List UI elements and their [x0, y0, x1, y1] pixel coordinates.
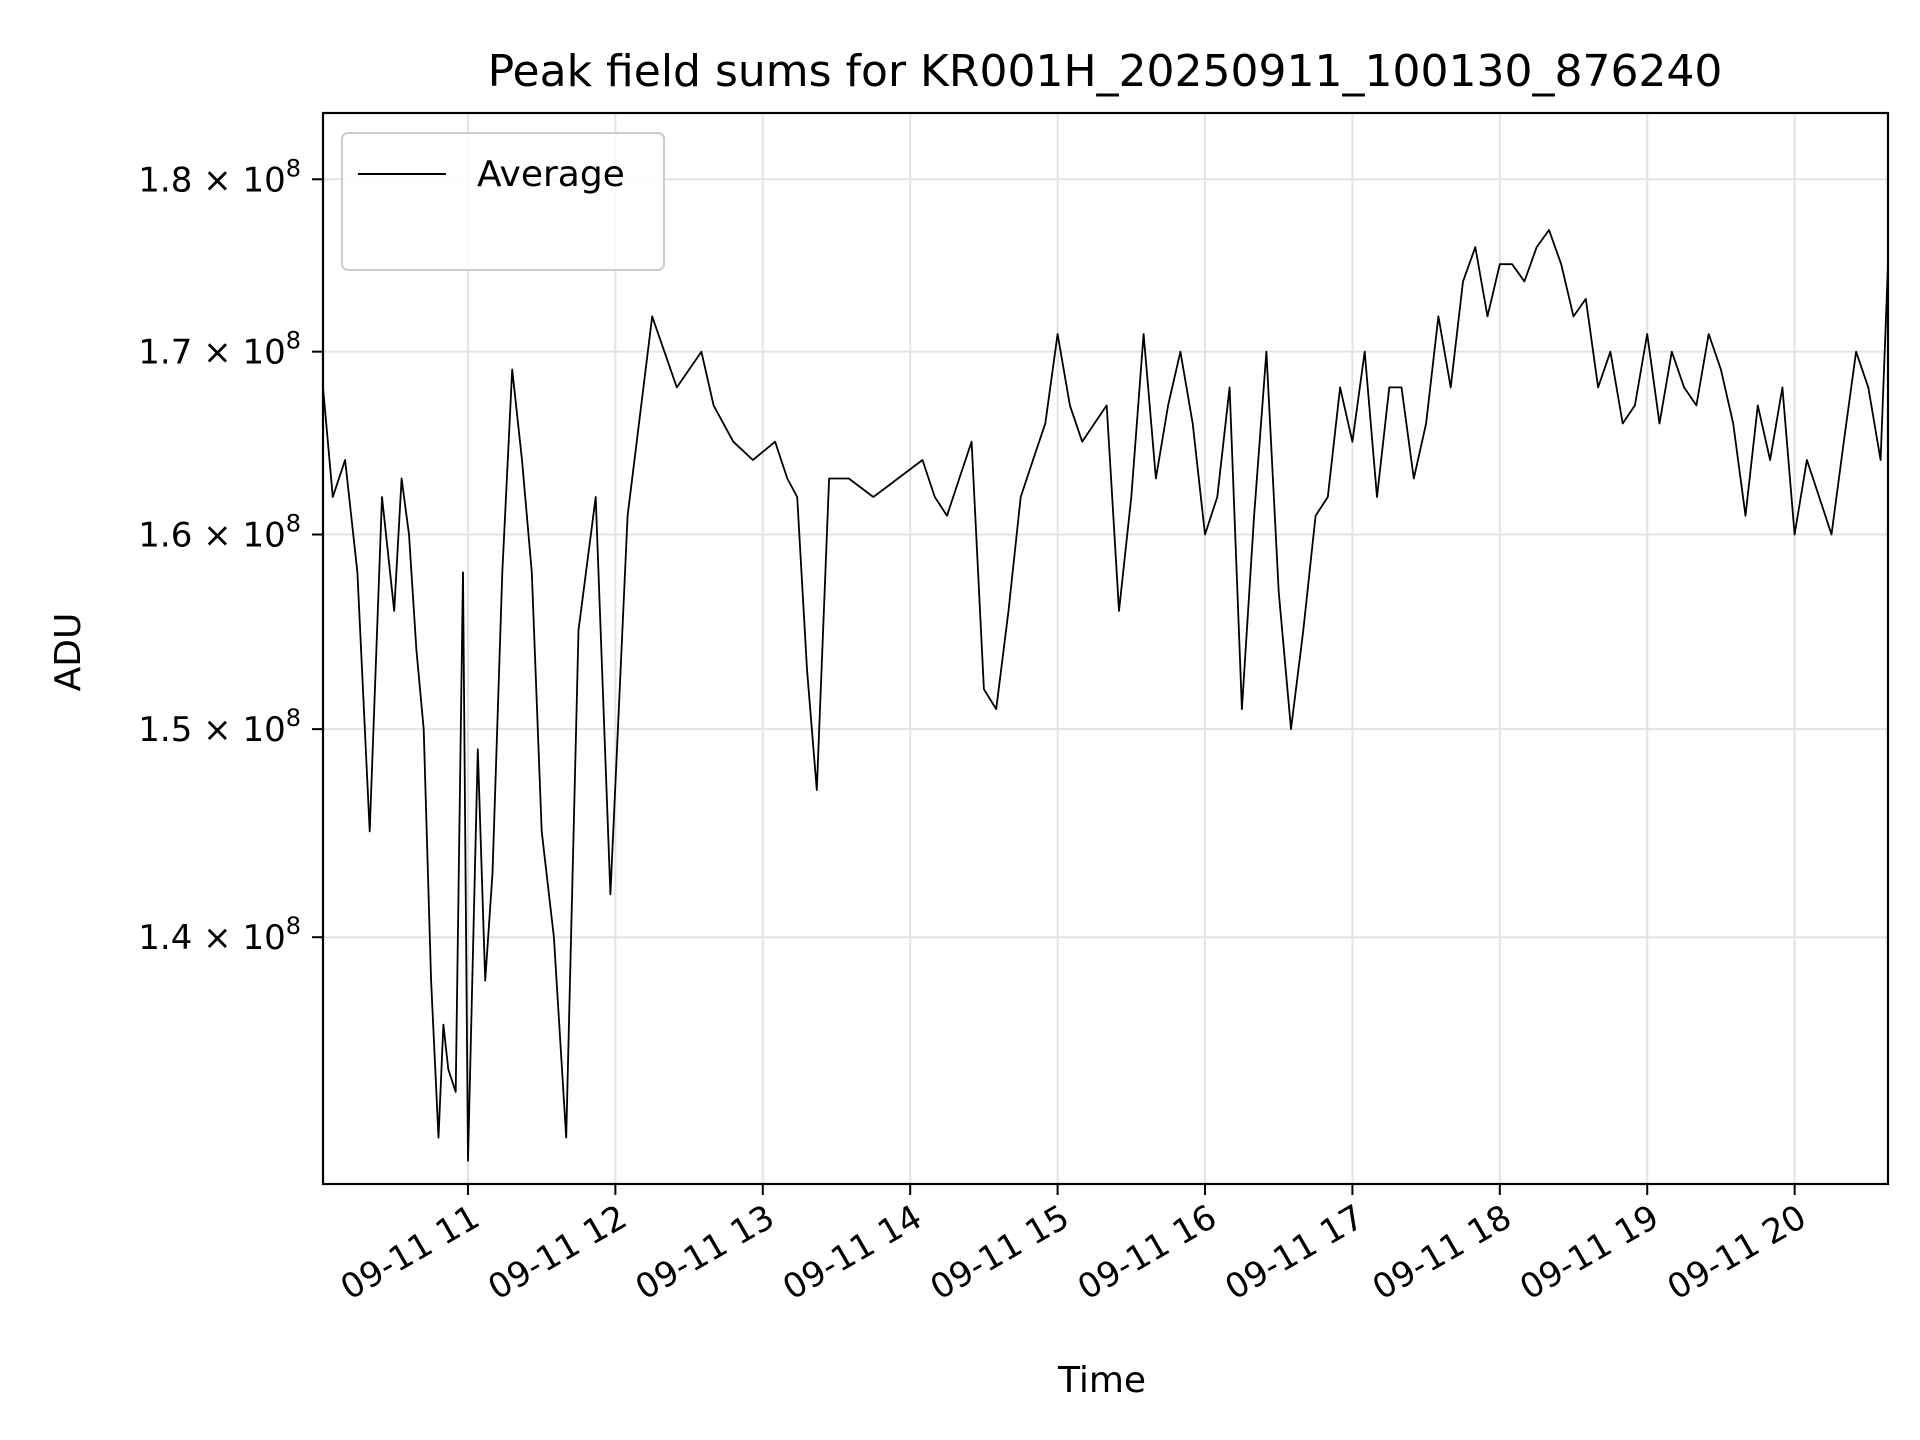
plot-background — [323, 113, 1888, 1184]
y-tick-times: × — [192, 516, 242, 556]
y-tick-base: 10 — [242, 160, 285, 200]
y-tick-base: 10 — [242, 516, 285, 556]
series-line-average — [323, 229, 1888, 1162]
y-tick-times: × — [192, 918, 242, 958]
plot-area — [321, 111, 1890, 1186]
x-axis-label: Time — [1057, 1360, 1146, 1401]
y-tick-base: 10 — [242, 918, 285, 958]
y-tick-times: × — [192, 710, 242, 750]
plot-frame — [321, 111, 1890, 1186]
y-tick-mantissa: 1.7 — [138, 333, 192, 373]
y-tick-label: 1.5 × 108 — [138, 704, 301, 750]
y-tick-exponent: 8 — [286, 704, 301, 732]
legend-label: Average — [477, 154, 625, 195]
y-tick-mantissa: 1.8 — [138, 160, 192, 200]
y-tick-exponent: 8 — [286, 912, 301, 940]
y-tick-exponent: 8 — [286, 327, 301, 355]
y-tick-label: 1.4 × 108 — [138, 912, 301, 958]
chart-title: Peak field sums for KR001H_20250911_1001… — [488, 46, 1723, 97]
y-tick-label: 1.8 × 108 — [138, 154, 301, 200]
y-tick-exponent: 8 — [286, 510, 301, 538]
series — [323, 229, 1888, 1162]
y-tick-base: 10 — [242, 710, 285, 750]
y-tick-mantissa: 1.4 — [138, 918, 192, 958]
legend-frame — [341, 132, 665, 271]
y-tick-mantissa: 1.6 — [138, 516, 192, 556]
grid — [323, 113, 1888, 1184]
y-tick-label: 1.6 × 108 — [138, 510, 301, 556]
y-tick-times: × — [192, 333, 242, 373]
y-tick-label: 1.7 × 108 — [138, 327, 301, 373]
y-tick-times: × — [192, 160, 242, 200]
y-tick-base: 10 — [242, 333, 285, 373]
legend: Average — [341, 132, 665, 271]
y-axis-label: ADU — [48, 613, 89, 692]
y-tick-exponent: 8 — [286, 154, 301, 182]
y-tick-mantissa: 1.5 — [138, 710, 192, 750]
